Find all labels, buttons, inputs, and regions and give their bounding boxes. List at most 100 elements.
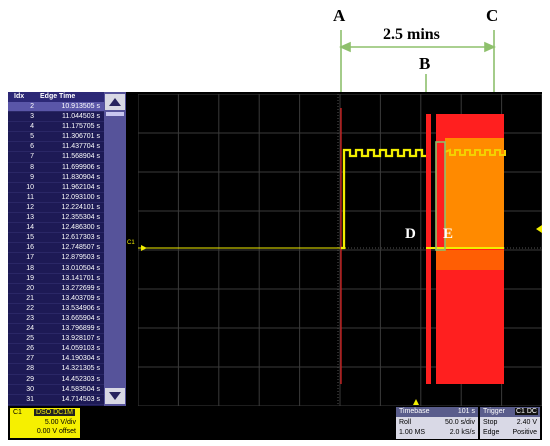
table-row[interactable]: 20 13.272699 s bbox=[8, 284, 104, 294]
table-row[interactable]: 7 11.568904 s bbox=[8, 152, 104, 163]
table-row[interactable]: 8 11.699906 s bbox=[8, 163, 104, 173]
row-idx: 3 bbox=[30, 113, 34, 121]
row-idx: 4 bbox=[30, 123, 34, 131]
table-row[interactable]: 3 11.044503 s bbox=[8, 112, 104, 123]
row-edge-time: 12.879503 s bbox=[61, 254, 100, 262]
row-idx: 19 bbox=[26, 274, 34, 282]
scroll-up-button[interactable] bbox=[105, 94, 125, 110]
row-edge-time: 12.355304 s bbox=[61, 214, 100, 222]
row-idx: 8 bbox=[30, 163, 34, 171]
row-idx: 21 bbox=[26, 294, 34, 302]
row-edge-time: 11.044503 s bbox=[61, 113, 100, 121]
row-edge-time: 13.141701 s bbox=[61, 274, 100, 282]
trigger-slope: Positive bbox=[512, 429, 537, 436]
trigger-panel[interactable]: Trigger C1 DC Stop 2.40 V Edge Positive bbox=[480, 407, 540, 439]
row-edge-time: 12.748507 s bbox=[61, 244, 100, 252]
table-row[interactable]: 6 11.437704 s bbox=[8, 142, 104, 153]
channel-marker: C1 bbox=[127, 240, 135, 246]
row-edge-time: 13.272699 s bbox=[61, 284, 100, 292]
ground-marker bbox=[141, 245, 147, 251]
row-edge-time: 12.224101 s bbox=[61, 203, 100, 211]
channel1-panel[interactable]: C1 DSO DC1M 5.00 V/div 0.00 V offset bbox=[10, 408, 80, 438]
burst-trace-top bbox=[444, 148, 506, 156]
edge-time-table: Idx Edge Time 2 10.913505 s 3 11.044503 s 4 1… bbox=[8, 92, 104, 406]
trigger-label: Trigger bbox=[483, 408, 505, 415]
row-idx: 28 bbox=[26, 365, 34, 373]
row-edge-time: 14.583504 s bbox=[61, 385, 100, 393]
table-row[interactable]: 4 11.175705 s bbox=[8, 122, 104, 133]
scroll-down-button[interactable] bbox=[105, 388, 125, 404]
table-row[interactable]: 17 12.879503 s bbox=[8, 253, 104, 264]
burst-orange-region bbox=[445, 138, 504, 248]
table-row[interactable]: 25 13.928107 s bbox=[8, 334, 104, 345]
row-idx: 23 bbox=[26, 314, 34, 322]
row-idx: 9 bbox=[30, 173, 34, 181]
table-row[interactable]: 10 11.962104 s bbox=[8, 183, 104, 193]
table-row[interactable]: 30 14.583504 s bbox=[8, 385, 104, 395]
channel1-tags: DSO DC1M bbox=[34, 409, 75, 416]
scroll-thumb[interactable] bbox=[106, 112, 124, 116]
row-edge-time: 12.486300 s bbox=[61, 224, 100, 232]
channel1-name: C1 bbox=[13, 409, 22, 416]
row-edge-time: 13.665904 s bbox=[61, 314, 100, 322]
timebase-sdiv: 50.0 s/div bbox=[445, 419, 475, 426]
timebase-samples: 1.00 MS bbox=[399, 429, 426, 436]
table-row[interactable]: 18 13.010504 s bbox=[8, 264, 104, 274]
table-row[interactable]: 15 12.617303 s bbox=[8, 233, 104, 244]
row-idx: 14 bbox=[26, 224, 34, 232]
table-row[interactable]: 11 12.093100 s bbox=[8, 193, 104, 203]
row-edge-time: 13.403709 s bbox=[61, 294, 100, 302]
table-row[interactable]: 9 11.830904 s bbox=[8, 173, 104, 183]
row-edge-time: 14.190304 s bbox=[61, 355, 100, 363]
table-row[interactable]: 21 13.403709 s bbox=[8, 294, 104, 304]
row-idx: 6 bbox=[30, 143, 34, 151]
row-idx: 10 bbox=[26, 183, 34, 191]
table-row[interactable]: 27 14.190304 s bbox=[8, 354, 104, 365]
timebase-value: 101 s bbox=[457, 408, 475, 415]
trigger-state: Stop bbox=[483, 419, 498, 426]
row-idx: 15 bbox=[26, 234, 34, 242]
row-idx: 22 bbox=[26, 304, 34, 312]
table-row[interactable]: 14 12.486300 s bbox=[8, 223, 104, 234]
table-row[interactable]: 19 13.141701 s bbox=[8, 274, 104, 284]
row-edge-time: 13.010504 s bbox=[61, 264, 100, 272]
row-edge-time: 11.830904 s bbox=[61, 173, 100, 181]
row-idx: 17 bbox=[26, 254, 34, 262]
table-row[interactable]: 16 12.748507 s bbox=[8, 243, 104, 254]
span-label: 2.5 mins bbox=[383, 26, 440, 43]
table-row[interactable]: 28 14.321305 s bbox=[8, 364, 104, 375]
table-row[interactable]: 22 13.534906 s bbox=[8, 304, 104, 314]
table-row[interactable]: 5 11.306701 s bbox=[8, 132, 104, 143]
row-idx: 11 bbox=[26, 193, 34, 201]
row-idx: 16 bbox=[26, 244, 34, 252]
row-idx: 25 bbox=[26, 335, 34, 343]
row-edge-time: 11.175705 s bbox=[61, 123, 100, 131]
channel1-offset: 0.00 V offset bbox=[36, 428, 76, 435]
marker-b-label: B bbox=[419, 54, 431, 73]
timebase-panel[interactable]: Timebase 101 s Roll 50.0 s/div 1.00 MS 2… bbox=[396, 407, 478, 439]
row-edge-time: 11.568904 s bbox=[61, 153, 100, 161]
row-idx: 7 bbox=[30, 153, 34, 161]
table-row[interactable]: 23 13.665904 s bbox=[8, 314, 104, 325]
row-edge-time: 13.928107 s bbox=[61, 335, 100, 343]
row-idx: 29 bbox=[26, 375, 34, 383]
table-row[interactable]: 29 14.452303 s bbox=[8, 375, 104, 385]
table-row[interactable]: 12 12.224101 s bbox=[8, 203, 104, 214]
info-bar: C1 DSO DC1M 5.00 V/div 0.00 V offset Tim… bbox=[8, 406, 542, 440]
row-edge-time: 11.699906 s bbox=[61, 163, 100, 171]
table-row[interactable]: 2 10.913505 s bbox=[8, 102, 104, 113]
trigger-type: Edge bbox=[483, 429, 500, 436]
table-row[interactable]: 24 13.796899 s bbox=[8, 324, 104, 335]
highlight-box bbox=[435, 141, 446, 251]
channel1-vdiv: 5.00 V/div bbox=[44, 419, 76, 426]
row-edge-time: 14.714503 s bbox=[61, 395, 100, 403]
table-scrollbar[interactable] bbox=[104, 92, 126, 406]
table-rows: 2 10.913505 s 3 11.044503 s 4 11.175705 s 5 11.… bbox=[8, 102, 104, 405]
timebase-label: Timebase bbox=[399, 408, 430, 415]
table-row[interactable]: 31 14.714503 s bbox=[8, 395, 104, 405]
row-edge-time: 12.617303 s bbox=[61, 234, 100, 242]
table-row[interactable]: 13 12.355304 s bbox=[8, 213, 104, 224]
burst-orange-low bbox=[436, 250, 504, 270]
trigger-level: 2.40 V bbox=[516, 419, 537, 426]
table-row[interactable]: 26 14.059103 s bbox=[8, 344, 104, 355]
